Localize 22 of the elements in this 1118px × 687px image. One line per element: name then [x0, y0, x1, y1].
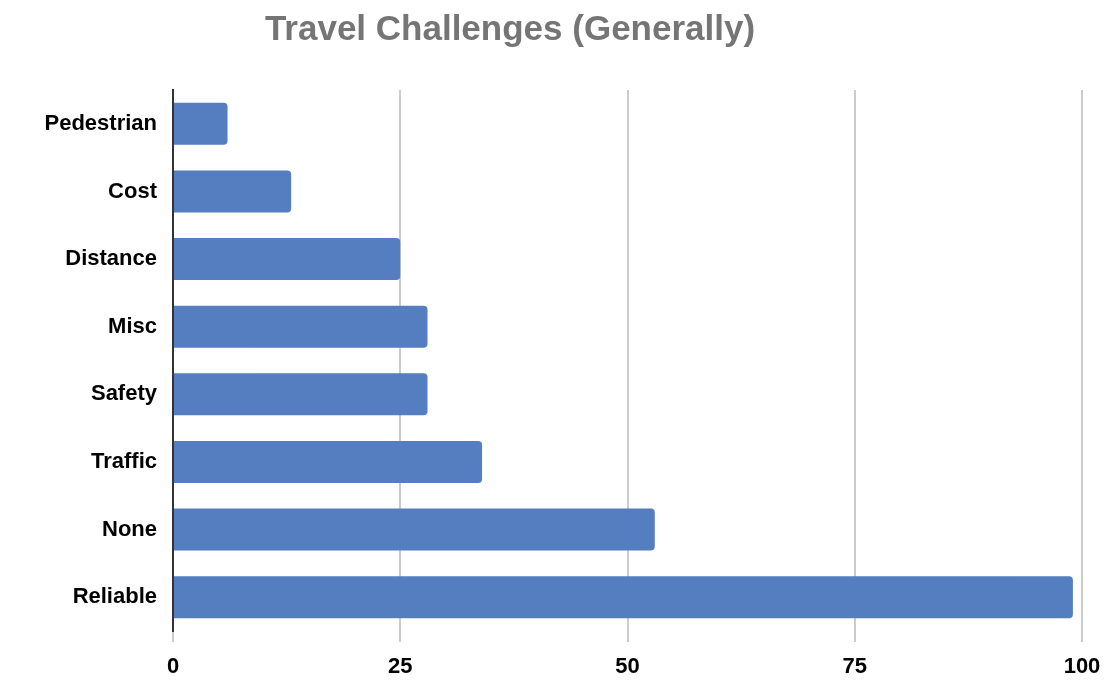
y-tick-label: Safety	[90, 380, 158, 406]
chart-title: Travel Challenges (Generally)	[263, 7, 757, 49]
y-tick-label: Reliable	[72, 583, 157, 609]
bar	[174, 373, 428, 416]
bar	[174, 305, 428, 348]
bar	[174, 102, 228, 145]
y-tick-label: None	[102, 515, 157, 541]
y-tick-label: Cost	[108, 177, 158, 203]
y-tick-label: Distance	[65, 245, 157, 271]
x-tick-label: 25	[388, 653, 413, 679]
x-tick-label: 0	[166, 653, 180, 679]
x-tick-label: 100	[1063, 653, 1101, 679]
y-tick-label: Pedestrian	[44, 109, 157, 135]
x-tick-label: 75	[842, 653, 867, 679]
bar	[174, 508, 655, 551]
y-tick-label: Traffic	[90, 448, 157, 473]
y-tick-label: Misc	[108, 312, 157, 338]
bar	[174, 238, 401, 281]
bar	[174, 440, 483, 483]
bar	[174, 170, 292, 213]
bar	[174, 576, 1073, 619]
x-tick-label: 50	[615, 653, 640, 679]
